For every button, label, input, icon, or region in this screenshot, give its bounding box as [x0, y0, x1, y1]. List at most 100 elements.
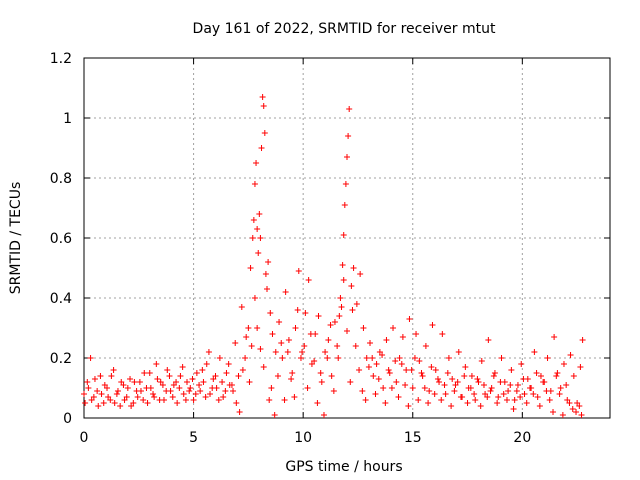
data-point	[360, 325, 367, 331]
data-point	[383, 337, 390, 343]
data-point	[146, 370, 153, 376]
data-point	[124, 385, 131, 391]
data-point	[438, 397, 445, 403]
data-point	[475, 379, 482, 385]
data-point	[261, 130, 268, 136]
data-point	[242, 355, 249, 361]
data-point	[264, 286, 271, 292]
data-point	[250, 217, 257, 223]
data-point	[251, 295, 258, 301]
data-point	[318, 379, 325, 385]
data-point	[373, 361, 380, 367]
data-point	[274, 373, 281, 379]
data-point	[254, 325, 261, 331]
data-point	[131, 379, 138, 385]
y-axis-label: SRMTID / TECUs	[8, 182, 24, 295]
data-point	[342, 181, 349, 187]
y-tick-label: 1	[63, 111, 72, 127]
data-point	[114, 388, 121, 394]
axis-ticks: 0 0.2 0.4 0.6 0.8 1 1.2 0 5 10 15 20	[50, 51, 610, 446]
data-point	[503, 397, 510, 403]
y-tick-label: 1.2	[50, 51, 72, 67]
data-point	[472, 397, 479, 403]
data-point	[169, 394, 176, 400]
data-point	[556, 391, 563, 397]
data-point	[285, 337, 292, 343]
data-point	[445, 355, 452, 361]
data-point	[513, 388, 520, 394]
data-point	[251, 181, 258, 187]
data-point	[464, 400, 471, 406]
data-point	[386, 370, 393, 376]
data-point	[88, 397, 95, 403]
data-point	[272, 349, 279, 355]
data-point	[339, 262, 346, 268]
data-point	[337, 295, 344, 301]
data-point	[550, 409, 557, 415]
data-point	[569, 406, 576, 412]
data-point	[176, 385, 183, 391]
data-point	[128, 403, 135, 409]
chart-title: Day 161 of 2022, SRMTID for receiver mtu…	[193, 21, 496, 37]
data-point	[202, 394, 209, 400]
data-point	[444, 370, 451, 376]
data-point	[455, 349, 462, 355]
data-point	[567, 352, 574, 358]
data-point	[441, 382, 448, 388]
data-point	[302, 310, 309, 316]
data-point	[247, 265, 254, 271]
data-point	[150, 391, 157, 397]
data-point	[560, 361, 567, 367]
data-point	[345, 133, 352, 139]
data-point	[239, 367, 246, 373]
y-tick-label: 0.4	[50, 291, 72, 307]
x-tick-label: 10	[294, 430, 312, 446]
data-point	[257, 235, 264, 241]
data-point	[284, 349, 291, 355]
data-point	[533, 370, 540, 376]
data-point	[314, 400, 321, 406]
data-point	[448, 403, 455, 409]
data-point	[187, 385, 194, 391]
data-point	[415, 397, 422, 403]
data-point	[478, 358, 485, 364]
data-point	[164, 367, 171, 373]
data-point	[347, 379, 354, 385]
data-point	[477, 403, 484, 409]
data-point	[118, 379, 125, 385]
data-point	[579, 337, 586, 343]
data-point	[233, 400, 240, 406]
data-point	[350, 265, 357, 271]
data-point	[320, 412, 327, 418]
data-point	[390, 325, 397, 331]
data-point	[225, 361, 232, 367]
data-point	[193, 370, 200, 376]
data-point	[111, 400, 118, 406]
data-point	[180, 391, 187, 397]
data-point	[236, 409, 243, 415]
data-point	[340, 277, 347, 283]
data-point	[196, 382, 203, 388]
data-point	[491, 370, 498, 376]
data-point	[108, 373, 115, 379]
data-point	[184, 379, 191, 385]
data-point	[544, 355, 551, 361]
data-point	[289, 370, 296, 376]
data-point	[147, 385, 154, 391]
data-point	[411, 355, 418, 361]
data-point	[222, 388, 229, 394]
data-point	[379, 352, 386, 358]
data-point	[527, 385, 534, 391]
data-point	[160, 397, 167, 403]
data-point	[563, 382, 570, 388]
x-tick-label: 15	[404, 430, 422, 446]
data-point	[408, 367, 415, 373]
data-point	[534, 394, 541, 400]
data-point	[100, 400, 107, 406]
data-point	[500, 391, 507, 397]
data-point	[257, 346, 264, 352]
data-point	[385, 367, 392, 373]
data-point	[403, 367, 410, 373]
data-point	[110, 367, 117, 373]
data-point	[436, 379, 443, 385]
